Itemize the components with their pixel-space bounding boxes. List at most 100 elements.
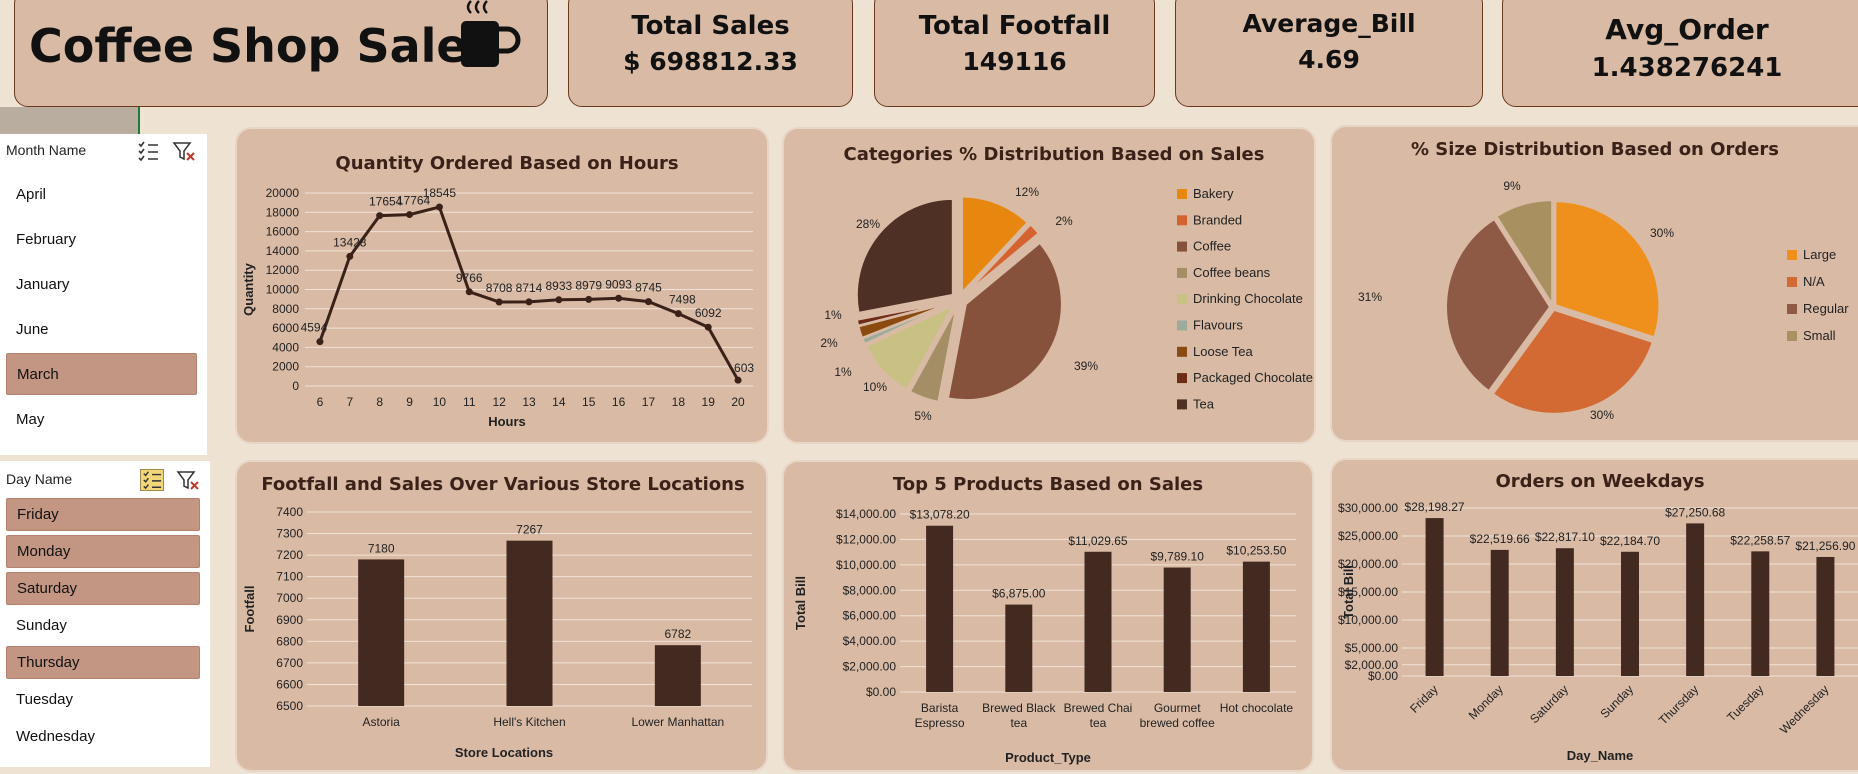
- bar: [1084, 551, 1112, 692]
- y-tick-label: $8,000.00: [843, 583, 897, 597]
- y-tick-label: 20000: [266, 186, 300, 200]
- data-point: [615, 294, 623, 302]
- x-tick-label: 6: [317, 395, 324, 409]
- bar: [1005, 604, 1033, 692]
- data-point: [644, 298, 652, 306]
- pie-slice: [855, 197, 954, 315]
- data-point: [495, 298, 503, 306]
- slicer-item-wednesday[interactable]: Wednesday: [16, 728, 95, 745]
- y-tick-label: 6000: [272, 321, 299, 335]
- legend-label: Tea: [1193, 396, 1215, 411]
- locations-bar-chart: Footfall and Sales Over Various Store Lo…: [242, 474, 752, 760]
- y-tick-label: 14000: [266, 244, 300, 258]
- y-tick-label: $2,000.00: [1345, 658, 1399, 672]
- y-tick-label: 6500: [276, 699, 303, 713]
- slicer-item-january[interactable]: January: [16, 275, 70, 293]
- multi-select-icon[interactable]: [140, 469, 164, 491]
- multi-select-icon[interactable]: [136, 140, 160, 162]
- data-label: 603: [734, 361, 754, 375]
- data-label: $22,817.10: [1535, 530, 1595, 544]
- y-axis-label: Quantity: [241, 262, 256, 315]
- legend-swatch: [1787, 304, 1797, 314]
- sizes-pie-chart: % Size Distribution Based on Orders 30% 30…: [1358, 139, 1849, 422]
- pie-slice: [1491, 308, 1655, 415]
- x-tick-label: Brewed Black: [982, 701, 1056, 715]
- pie-slice: [1495, 199, 1554, 308]
- clear-filter-icon[interactable]: [172, 140, 196, 162]
- x-axis-label: Product_Type: [1005, 750, 1091, 765]
- y-tick-label: $20,000.00: [1338, 557, 1398, 571]
- y-tick-label: 6600: [276, 677, 303, 691]
- legend-label: Packaged Chocolate: [1193, 370, 1313, 385]
- data-point: [376, 212, 384, 220]
- y-tick-label: 7000: [276, 591, 303, 605]
- x-axis-label: Day_Name: [1567, 748, 1634, 763]
- x-tick-label: Hot chocolate: [1220, 701, 1294, 715]
- slicer-item-sunday[interactable]: Sunday: [16, 617, 67, 634]
- slicer-item-march[interactable]: March: [6, 353, 197, 395]
- x-tick-label: Astoria: [362, 715, 400, 729]
- y-tick-label: $4,000.00: [843, 634, 897, 648]
- sizes-chart-panel: % Size Distribution Based on Orders 30% 30…: [1332, 127, 1858, 440]
- x-tick-label: 12: [492, 395, 506, 409]
- slice-label: 9%: [1503, 179, 1521, 193]
- data-label: $11,029.65: [1068, 534, 1127, 548]
- pie-slice: [855, 300, 952, 327]
- y-tick-label: 0: [292, 379, 299, 393]
- categories-pie-chart: Categories % Distribution Based on Sales…: [820, 144, 1313, 423]
- bar: [1425, 518, 1444, 676]
- kpi-title: Total Footfall: [918, 11, 1111, 41]
- legend-swatch: [1177, 320, 1187, 331]
- slicer-item-june[interactable]: June: [16, 320, 49, 338]
- y-tick-label: 16000: [266, 225, 300, 239]
- data-point: [704, 323, 712, 331]
- legend-label: Loose Tea: [1193, 344, 1254, 359]
- slicer-header: Day Name: [6, 471, 73, 487]
- slicer-item-tuesday[interactable]: Tuesday: [16, 691, 73, 708]
- data-point: [525, 298, 533, 306]
- data-label: 13428: [333, 235, 367, 249]
- slice-label: 2%: [820, 336, 838, 350]
- x-tick-label: 7: [346, 395, 353, 409]
- slicer-item-saturday[interactable]: Saturday: [6, 572, 200, 605]
- y-tick-label: $2,000.00: [843, 660, 897, 674]
- kpi-avg-order: Avg_Order 1.438276241: [1502, 0, 1858, 107]
- data-label: 9093: [605, 277, 632, 291]
- pie-slice: [1554, 200, 1661, 339]
- data-point: [406, 211, 414, 219]
- legend-swatch: [1177, 399, 1187, 410]
- data-label: 8714: [516, 281, 543, 295]
- data-label: 8979: [575, 278, 602, 292]
- bar: [1816, 556, 1835, 676]
- x-tick-label: 19: [702, 395, 716, 409]
- slice-label: 1%: [834, 365, 852, 379]
- slicer-item-monday[interactable]: Monday: [6, 535, 200, 568]
- chart-title: Quantity Ordered Based on Hours: [335, 153, 678, 174]
- y-tick-label: $25,000.00: [1338, 529, 1398, 543]
- legend-label: Branded: [1193, 212, 1242, 227]
- x-tick-label: Sunday: [1597, 682, 1636, 721]
- y-tick-label: $0.00: [1368, 669, 1398, 683]
- legend-swatch: [1177, 346, 1187, 357]
- bar: [654, 645, 701, 706]
- slicer-item-friday[interactable]: Friday: [6, 498, 200, 531]
- y-tick-label: $12,000.00: [836, 532, 896, 546]
- x-tick-label: Friday: [1407, 682, 1440, 715]
- y-tick-label: 4000: [272, 340, 299, 354]
- y-tick-label: 18000: [266, 205, 300, 219]
- clear-filter-icon[interactable]: [176, 469, 200, 491]
- slicer-item-thursday[interactable]: Thursday: [6, 646, 200, 679]
- slicer-item-may[interactable]: May: [16, 410, 45, 428]
- y-tick-label: 7400: [276, 505, 303, 519]
- y-tick-label: $10,000.00: [1338, 613, 1398, 627]
- y-tick-label: $10,000.00: [836, 558, 896, 572]
- data-label: $21,256.90: [1795, 539, 1855, 553]
- x-tick-label: brewed coffee: [1140, 716, 1215, 730]
- categories-chart-panel: Categories % Distribution Based on Sales…: [784, 129, 1314, 442]
- chart-title: % Size Distribution Based on Orders: [1411, 139, 1779, 160]
- slicer-item-february[interactable]: February: [16, 230, 77, 248]
- data-label: 7267: [516, 523, 543, 537]
- y-tick-label: 7100: [276, 570, 303, 584]
- data-label: 8708: [486, 281, 513, 295]
- slicer-item-april[interactable]: April: [16, 185, 47, 203]
